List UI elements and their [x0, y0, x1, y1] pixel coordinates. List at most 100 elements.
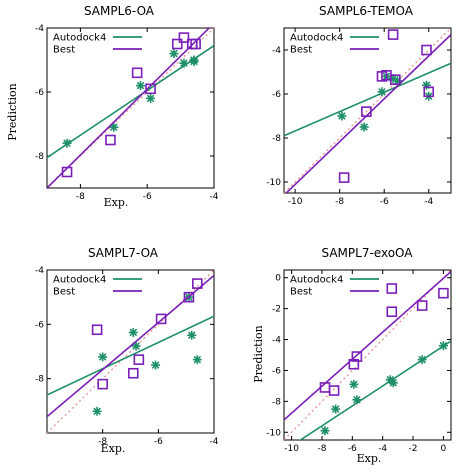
best-fit-line — [47, 28, 211, 188]
autodock4-fit-line — [47, 44, 214, 159]
y-tick-label: -10 — [266, 428, 281, 438]
autodock4-point — [331, 404, 341, 414]
best-point — [133, 354, 145, 365]
best-fit-line — [47, 274, 214, 418]
y-tick-label: -6 — [35, 320, 44, 330]
y-tick-label: -8 — [35, 152, 44, 162]
autodock4-point — [131, 341, 141, 351]
plot-area — [47, 28, 214, 188]
x-tick-label: -4 — [210, 437, 219, 447]
y-tick-label: -4 — [272, 336, 281, 346]
y-tick-label: 0 — [275, 274, 281, 284]
x-tick-label: -4 — [210, 192, 219, 202]
autodock4-point — [187, 330, 197, 340]
autodock4-point — [417, 355, 427, 365]
best-fit-line — [285, 34, 451, 193]
asterisk-stroke — [353, 396, 361, 404]
best-point — [390, 74, 401, 85]
chart-title: SAMPL7-OA — [88, 246, 159, 260]
best-point — [127, 367, 139, 379]
x-tick-label: 0 — [441, 444, 447, 454]
asterisk-stroke — [180, 59, 188, 68]
best-point — [183, 291, 195, 303]
y-tick-label: -6 — [35, 88, 44, 98]
asterisk-stroke — [418, 355, 426, 364]
x-tick-label: -6 — [380, 197, 389, 207]
autodock4-point — [422, 80, 432, 90]
chart-panel-2: SAMPL6-TEMOA -10 -8 -6 -4 -10 -8 -6 -4 Autodock4B… — [266, 4, 452, 207]
asterisk-stroke — [146, 94, 155, 103]
best-point — [61, 166, 73, 178]
autodock4-point — [337, 111, 347, 121]
autodock4-point — [98, 352, 108, 362]
autodock4-point — [128, 327, 138, 337]
plot-frame — [283, 27, 452, 194]
best-point — [423, 86, 435, 98]
legend-label: Autodock4 — [53, 33, 106, 44]
asterisk-stroke — [360, 123, 368, 131]
x-tick-label: -8 — [317, 444, 326, 454]
autodock4-point — [438, 341, 448, 351]
y-axis-label: Prediction — [252, 325, 265, 383]
y-tick-label: -8 — [272, 397, 281, 407]
legend-label: Best — [290, 45, 312, 56]
best-point — [192, 278, 203, 289]
plot-frame — [283, 269, 452, 441]
best-point — [178, 32, 190, 43]
best-point — [421, 44, 432, 56]
asterisk-stroke — [321, 426, 329, 435]
autodock4-point — [151, 360, 161, 370]
best-point — [338, 172, 350, 183]
y-tick-label: -6 — [272, 366, 281, 376]
asterisk-stroke — [136, 81, 145, 90]
y-tick-label: -4 — [272, 46, 281, 56]
chart-panel-4: SAMPL7-exoOA -10 -8 -6 -4 -2 0 -10 -8 -6 -4 -2 0 Exp.… — [252, 246, 452, 465]
autodock4-fit-line — [47, 315, 214, 396]
autodock4-point — [320, 426, 330, 436]
legend-label: Autodock4 — [290, 275, 343, 286]
best-point — [386, 283, 398, 294]
x-axis-label: Exp. — [357, 452, 382, 465]
autodock4-point — [192, 355, 202, 365]
identity-line — [47, 28, 214, 188]
x-axis-label: Exp. — [104, 196, 129, 209]
identity-line — [47, 270, 214, 433]
best-point — [105, 134, 116, 146]
plot-area — [284, 28, 451, 193]
best-point — [416, 300, 428, 311]
x-tick-label: -6 — [154, 437, 163, 447]
best-point — [91, 324, 103, 336]
autodock4-fit-line — [284, 62, 451, 137]
asterisk-stroke — [350, 380, 358, 389]
y-tick-label: -8 — [272, 134, 281, 144]
autodock4-point — [146, 93, 156, 103]
chart-title: SAMPL7-exoOA — [322, 246, 414, 260]
legend-label: Best — [53, 287, 75, 298]
autodock4-point — [189, 55, 199, 65]
x-tick-label: -8 — [98, 437, 107, 447]
chart-title: SAMPL6-OA — [84, 4, 155, 18]
asterisk-stroke — [170, 49, 178, 58]
y-axis-label: Prediction — [6, 83, 19, 141]
autodock4-point — [109, 122, 119, 132]
asterisk-stroke — [190, 56, 198, 64]
best-point — [361, 106, 372, 117]
legend-label: Autodock4 — [290, 33, 343, 44]
autodock4-point — [359, 122, 369, 132]
x-tick-label: -10 — [284, 444, 299, 454]
y-tick-label: -10 — [266, 178, 281, 188]
asterisk-stroke — [98, 353, 107, 361]
asterisk-stroke — [132, 342, 140, 350]
autodock4-point — [179, 58, 189, 68]
x-tick-label: -6 — [348, 444, 357, 454]
autodock4-fit-line — [299, 340, 451, 440]
best-point — [171, 38, 183, 50]
autodock4-point — [377, 87, 387, 97]
autodock4-point — [352, 395, 362, 405]
best-point — [145, 83, 156, 95]
